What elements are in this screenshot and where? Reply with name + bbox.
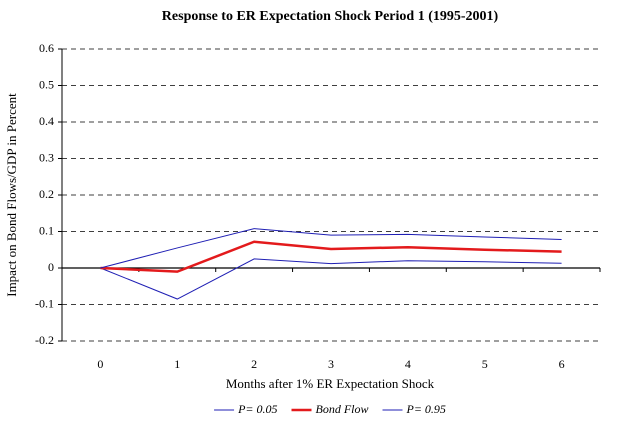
legend-label: P= 0.05 — [237, 402, 277, 416]
series-line — [100, 240, 562, 273]
y-tick-label: 0.4 — [39, 114, 54, 128]
x-axis-label: Months after 1% ER Expectation Shock — [226, 376, 435, 391]
y-tick-label: 0.5 — [39, 77, 54, 91]
y-tick-label: -0.2 — [35, 333, 54, 347]
x-tick-label: 3 — [328, 357, 334, 371]
legend-label: Bond Flow — [316, 402, 369, 416]
y-tick-label: -0.1 — [35, 296, 54, 310]
x-tick-label: 5 — [482, 357, 488, 371]
chart-title: Response to ER Expectation Shock Period … — [162, 9, 499, 24]
x-tick-label: 2 — [251, 357, 257, 371]
legend-label: P= 0.95 — [406, 402, 446, 416]
y-tick-label: 0.1 — [39, 223, 54, 237]
y-tick-label: 0.3 — [39, 150, 54, 164]
x-tick-label: 1 — [174, 357, 180, 371]
y-tick-label: 0.6 — [39, 41, 54, 55]
series-line — [100, 258, 562, 300]
x-tick-label: 4 — [405, 357, 411, 371]
y-tick-label: 0 — [48, 260, 54, 274]
x-tick-label: 0 — [97, 357, 103, 371]
x-tick-label: 6 — [559, 357, 565, 371]
y-tick-label: 0.2 — [39, 187, 54, 201]
series-line — [100, 228, 562, 269]
y-axis-label: Impact on Bond Flows/GDP in Percent — [4, 93, 19, 297]
